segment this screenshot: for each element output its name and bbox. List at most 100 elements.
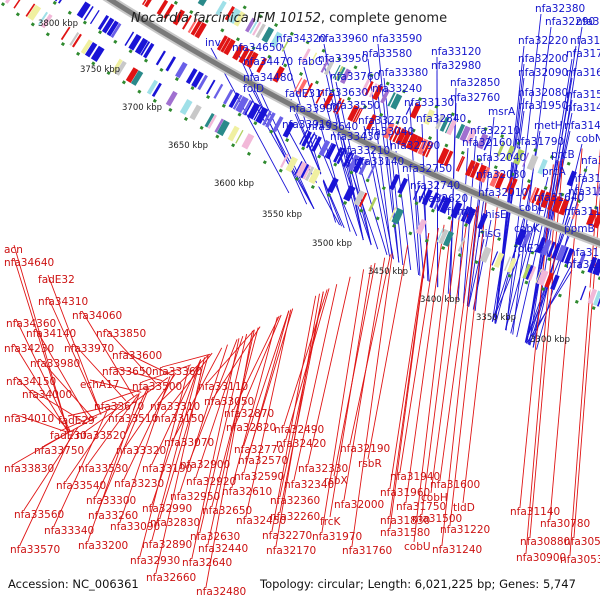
label-connector [31, 389, 86, 424]
gene-block [303, 82, 314, 98]
label-connector [123, 374, 175, 480]
gene-block [380, 88, 391, 104]
gene-block [293, 77, 303, 93]
gene-block [429, 192, 439, 209]
label-connector [283, 289, 328, 426]
inner-cog-track [197, 0, 600, 197]
upper-gene-label: cobN [576, 133, 600, 145]
gene-block [391, 207, 404, 225]
label-connector [528, 257, 576, 345]
gene-block [110, 22, 122, 38]
lower-gene-label: nfa33300 [86, 495, 137, 507]
gene-block [577, 252, 586, 270]
label-connector [516, 159, 558, 338]
gene-block [311, 136, 322, 153]
label-connector [97, 387, 150, 512]
lower-gene-label: nfa33320 [116, 445, 167, 457]
upper-gene-label: inv [205, 37, 221, 49]
gene-block [531, 187, 540, 204]
lower-gene-label: nfa32820 [226, 422, 277, 434]
lower-gene-label: nfa33260 [88, 510, 139, 522]
label-connector [343, 257, 386, 501]
upper-gene-label: nfa31280 [571, 173, 600, 185]
upper-gene-label: nfa33140 [354, 156, 405, 168]
gene-block [343, 185, 356, 202]
gene-block [354, 108, 363, 124]
gene-block [521, 231, 532, 248]
gene-block [84, 41, 98, 58]
lower-gene-label: cobH [421, 492, 448, 504]
gene-block [318, 139, 331, 157]
label-connector [491, 253, 521, 322]
gene-block [418, 187, 427, 203]
upper-gene-label: nfa31800 [570, 35, 600, 47]
gene-block [323, 60, 335, 76]
gene-block [332, 97, 342, 113]
position-tick-label: 3400 kbp [420, 295, 461, 305]
gene-block [587, 288, 598, 305]
gene-block [252, 21, 262, 36]
upper-gene-label: nfa33630 [318, 87, 369, 99]
gene-block [345, 153, 355, 169]
gene-block [348, 154, 360, 171]
label-connector [245, 309, 292, 517]
upper-gene-label: nfa31790 [514, 136, 565, 148]
gene-block [38, 11, 49, 26]
lower-gene-label: fadE29 [58, 415, 95, 427]
lower-gene-label: echA17 [80, 379, 120, 391]
label-connector [441, 205, 480, 546]
label-connector [505, 13, 542, 331]
gene-block [227, 7, 241, 24]
gene-block [300, 163, 310, 179]
upper-gene-label: nfa32030 [476, 169, 527, 181]
label-connector [248, 82, 315, 209]
lower-gene-label: nfa32890 [142, 539, 193, 551]
label-connector [468, 238, 485, 307]
label-connector [159, 354, 209, 403]
gene-block [529, 186, 537, 203]
upper-gene-label: nfa32380 [535, 3, 586, 15]
lower-gene-label: nfa32770 [234, 444, 285, 456]
upper-gene-label: nfa33760 [330, 71, 381, 83]
label-connector [407, 173, 420, 276]
gene-block [302, 165, 312, 180]
lower-gene-label: frcK [320, 516, 341, 528]
gene-block [163, 3, 175, 20]
upper-gene-label: nfa32980 [431, 60, 482, 72]
gene-block [244, 100, 254, 116]
label-connector [468, 197, 485, 307]
upper-gene-label: nfa33130 [404, 97, 455, 109]
upper-gene-label: nfa33960 [318, 33, 369, 45]
upper-gene-label: nfa34470 [243, 56, 294, 68]
gene-block [412, 184, 421, 200]
label-connector [173, 347, 223, 439]
lower-gene-label: nfa32990 [142, 503, 193, 515]
label-connector [125, 372, 177, 447]
gene-block [214, 118, 224, 133]
upper-gene-label: nfa31170 [569, 247, 600, 259]
gene-block [256, 57, 268, 73]
gene-block [294, 160, 303, 175]
gene-block [238, 47, 251, 64]
label-connector [231, 316, 278, 488]
lower-gene-label: nfa31970 [312, 531, 363, 543]
lower-gene-label: nfa33850 [96, 328, 147, 340]
label-connector [491, 233, 521, 322]
label-connector [117, 377, 169, 415]
gene-block [128, 33, 142, 51]
gene-block [111, 58, 123, 74]
gene-block [242, 99, 252, 115]
lower-gene-label: nfa33500 [132, 381, 183, 393]
gene-block [76, 1, 91, 19]
upper-gene-label: nfa33040 [364, 126, 415, 138]
upper-gene-label: nfa31950 [518, 100, 569, 112]
label-connector [81, 310, 134, 397]
gene-block [223, 38, 236, 56]
lower-gene-label: nfa32440 [198, 543, 249, 555]
gene-block [425, 142, 434, 158]
label-connector [505, 202, 541, 331]
label-connector [159, 355, 209, 519]
gene-block [423, 109, 435, 126]
upper-gene-label: ppmB [564, 223, 595, 235]
label-connector [39, 358, 94, 420]
